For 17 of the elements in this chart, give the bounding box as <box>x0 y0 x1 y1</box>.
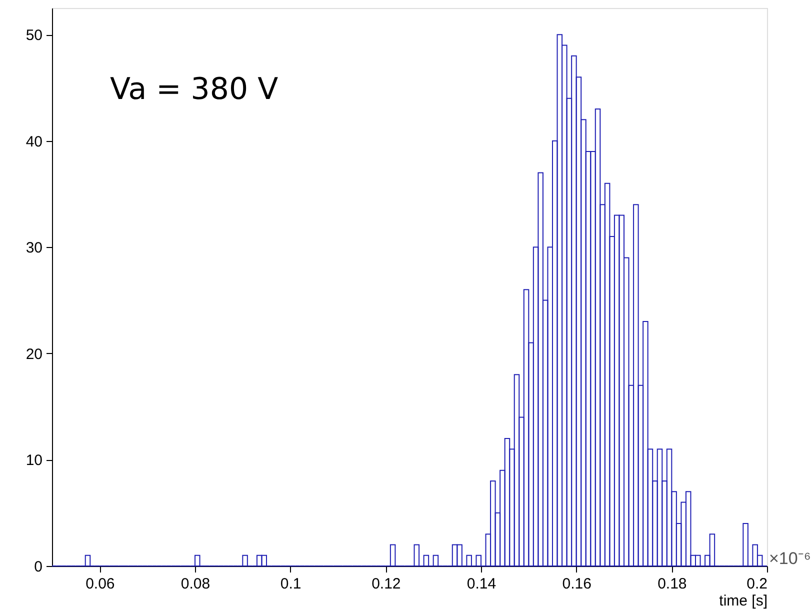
y-tick-label: 10 <box>26 452 42 470</box>
x-tick-label: 0.1 <box>280 576 302 592</box>
annotation: Va = 380 V <box>110 72 279 107</box>
x-tick-label: 0.06 <box>86 576 115 592</box>
x-tick-label: 0.14 <box>466 576 496 592</box>
y-tick-label: 40 <box>26 133 42 150</box>
y-tick-label: 20 <box>26 346 42 363</box>
x-tick-label: 0.12 <box>372 576 401 592</box>
x-tick-label: 0.18 <box>658 576 687 592</box>
x-axis-title: time [s] <box>719 592 768 610</box>
x-tick-label: 0.08 <box>180 576 210 592</box>
y-tick-label: 30 <box>26 240 42 257</box>
y-tick-label: 0 <box>34 558 42 576</box>
x-tick-label: 0.16 <box>562 576 592 592</box>
text: ×10⁻⁶ <box>769 549 811 568</box>
x-tick-label: 0.2 <box>746 576 768 592</box>
y-tick-label: 50 <box>26 27 42 44</box>
